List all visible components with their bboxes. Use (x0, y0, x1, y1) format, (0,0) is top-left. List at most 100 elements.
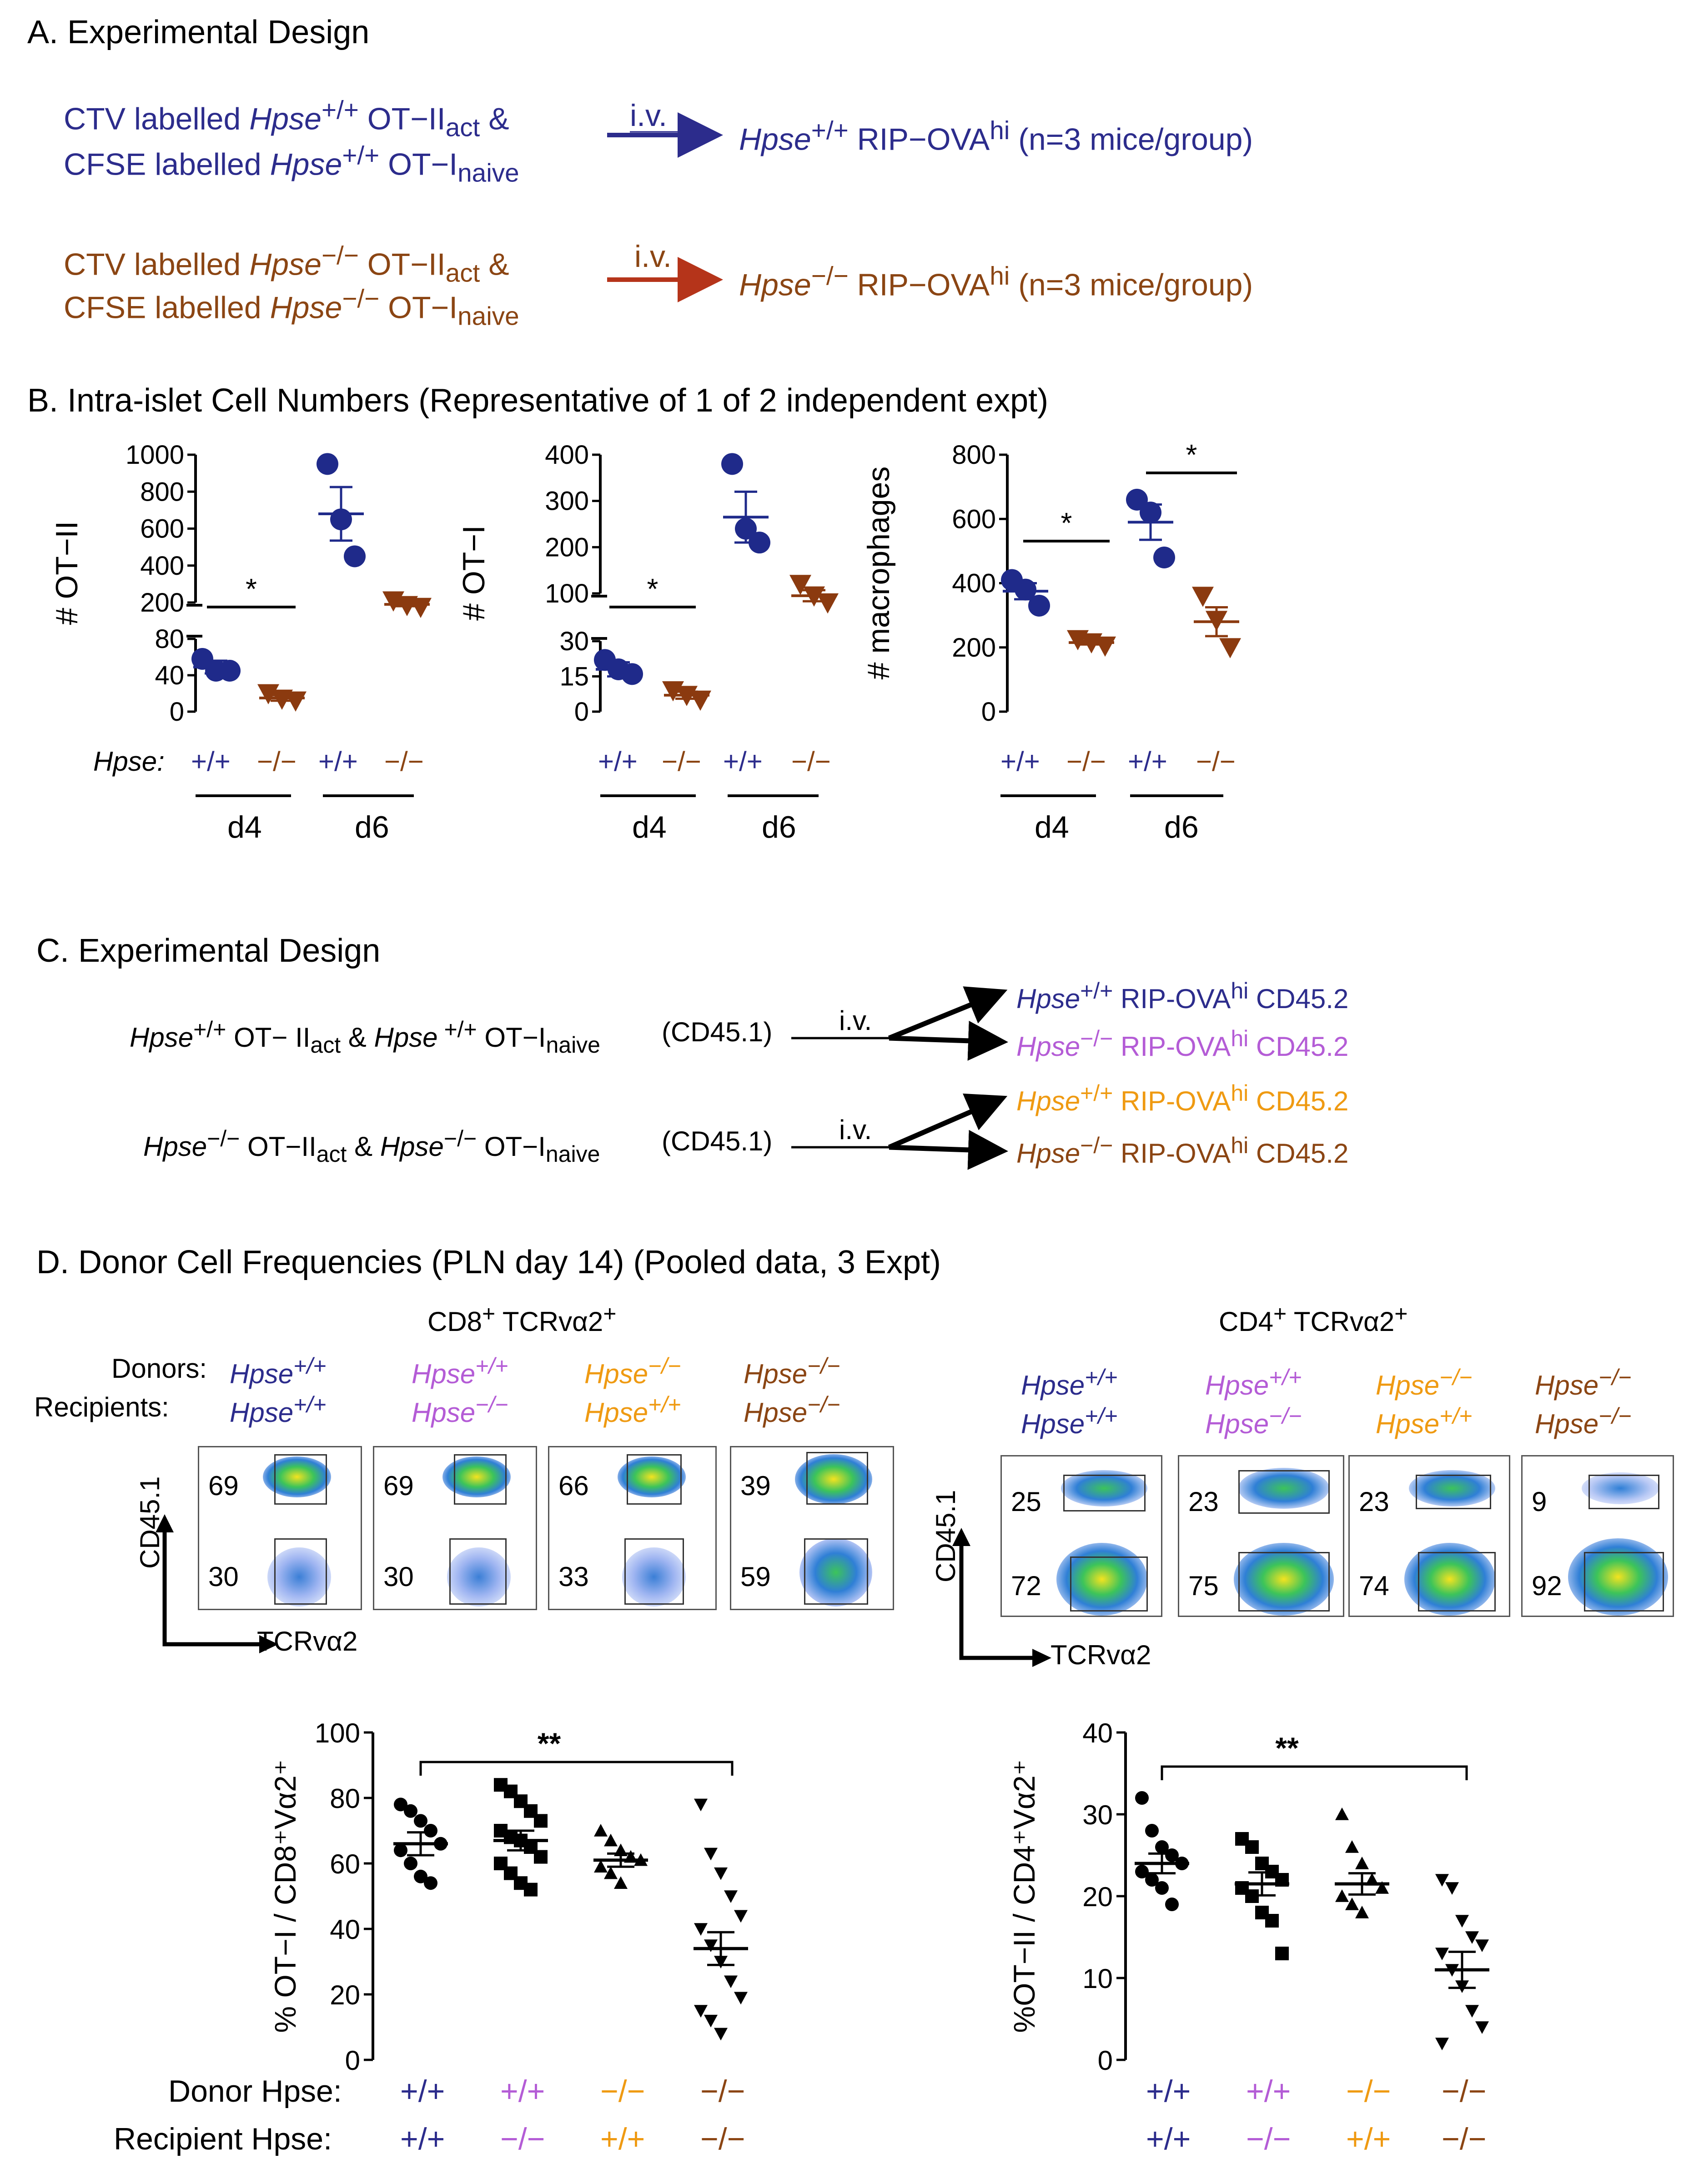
text: RIP−OVA (848, 267, 990, 302)
y-tick-label: 1000 (126, 440, 184, 470)
gate-top (1416, 1475, 1491, 1509)
data-point (1165, 1898, 1179, 1911)
data-point (1135, 1865, 1149, 1878)
gene: Hpse (130, 1022, 194, 1053)
b2-day-2: d6 (762, 810, 796, 844)
panel-c-title: C. Experimental Design (36, 933, 381, 969)
population-bottom (447, 1547, 511, 1607)
cd4-recipient-2: Hpse−/− (1205, 1403, 1302, 1440)
gate-top (806, 1452, 868, 1505)
data-point (704, 2014, 718, 2028)
text: RIP-OVA (1113, 1086, 1231, 1116)
gene: Hpse (1376, 1370, 1440, 1401)
cd8-donor-4: Hpse−/− (744, 1353, 840, 1390)
cd8-donor-3: Hpse−/− (584, 1353, 681, 1390)
d1-recipient-3: +/+ (600, 2122, 645, 2156)
y-tick-label: 200 (545, 532, 589, 562)
data-point (1135, 1791, 1149, 1805)
y-tick-label: 30 (559, 627, 589, 656)
sup: +/+ (1439, 1403, 1473, 1429)
b1-day-2: d6 (355, 810, 389, 844)
sup: +/+ (193, 1017, 226, 1042)
data-point (394, 1843, 407, 1858)
cd8-recipient-1: Hpse+/+ (230, 1391, 326, 1428)
panel-c-cd451-1: (CD45.1) (662, 1017, 773, 1047)
text: RIP-OVA (1113, 984, 1231, 1014)
text: CTV labelled (64, 247, 250, 282)
cd8-donor-1: Hpse+/+ (230, 1353, 326, 1390)
cd8-recipient-2: Hpse−/− (412, 1391, 508, 1428)
significance-star: * (1061, 507, 1072, 539)
gene: Hpse (143, 1131, 207, 1162)
text: RIP−OVA (848, 122, 990, 157)
d2-donor-4: −/− (1442, 2074, 1487, 2109)
d1-recipient-2: −/− (500, 2122, 545, 2156)
panel-d-chart-2: 0 10 20 30 40 ** %OT−II / CD4⁺Vα2⁺ (1007, 1718, 1489, 2076)
data-point (404, 1804, 417, 1818)
sub: naive (545, 1141, 600, 1167)
cd4-recipient-4: Hpse−/− (1535, 1403, 1631, 1440)
cd4-recipient-1: Hpse+/+ (1021, 1403, 1117, 1440)
significance-star: * (246, 572, 257, 605)
gene: Hpse (380, 1131, 444, 1162)
sup: +/+ (1085, 1403, 1118, 1429)
panel-a-row2-line2: CFSE labelled Hpse−/− OT−Inaive (64, 284, 519, 331)
panel-a-row1-line1: CTV labelled Hpse+/+ OT−IIact & (64, 95, 509, 142)
data-point (704, 1848, 718, 1861)
sub: naive (457, 159, 519, 188)
population-top (1061, 1470, 1147, 1506)
d2-recipient-2: −/− (1246, 2122, 1291, 2156)
flow-pct-bottom: 74 (1359, 1571, 1389, 1601)
panel-c-cd451-2: (CD45.1) (662, 1126, 773, 1156)
sup: +/+ (1269, 1365, 1302, 1390)
gene: Hpse (412, 1397, 476, 1428)
text: RIP-OVA (1113, 1031, 1231, 1062)
data-point (404, 1857, 417, 1870)
data-point (394, 1797, 407, 1812)
gate-bottom (1070, 1556, 1148, 1612)
flow-pct-bottom: 75 (1188, 1571, 1219, 1601)
significance-stars: ** (538, 1727, 561, 1760)
flow-plot-cd4-3: 23 74 (1348, 1455, 1510, 1617)
flow-plot-cd4-1: 25 72 (1000, 1455, 1162, 1617)
data-point (1475, 1939, 1489, 1952)
data-point (534, 1850, 548, 1864)
gene: Hpse (1016, 984, 1081, 1014)
text: Recipient Hpse: (114, 2122, 332, 2156)
d2-donor-1: +/+ (1146, 2074, 1191, 2109)
y-tick-label: 100 (545, 579, 589, 608)
flow-axes-cd4 (959, 1546, 1032, 1660)
data-point (1219, 638, 1241, 658)
d2-recipient-3: +/+ (1346, 2122, 1391, 2156)
significance-bracket (419, 1761, 734, 1776)
y-tick-label: 30 (1082, 1800, 1113, 1830)
flow-plot-cd4-2: 23 75 (1178, 1455, 1344, 1617)
y-tick-label: 400 (545, 440, 589, 470)
cd4-donor-1: Hpse+/+ (1021, 1364, 1117, 1401)
population-top (1582, 1472, 1659, 1504)
panel-a-row1-line2: CFSE labelled Hpse+/+ OT−Inaive (64, 141, 519, 188)
text: CD45.2 (1248, 1138, 1349, 1169)
text: OT−I (477, 1022, 546, 1053)
sup: −/− (1439, 1365, 1473, 1390)
panel-d-chart-1: 0 20 40 60 80 100 ** % OT−I / CD8⁺Vα2⁺ (268, 1718, 748, 2076)
text: CD4 (1219, 1306, 1274, 1337)
data-point (1465, 1931, 1479, 1944)
panel-a-row1-target: Hpse+/+ RIP−OVAhi (n=3 mice/group) (739, 116, 1253, 157)
sup: −/− (475, 1392, 508, 1417)
gate-top (1588, 1475, 1659, 1509)
data-point (1275, 1947, 1289, 1960)
b1-day-1: d4 (227, 810, 262, 844)
y-tick-label: 200 (140, 588, 184, 618)
data-point (1245, 1840, 1259, 1854)
gate-bottom (449, 1538, 507, 1605)
flow-pct-top: 9 (1532, 1486, 1547, 1517)
gene: Hpse (1021, 1409, 1085, 1439)
y-tick-label: 0 (981, 697, 996, 727)
population-bottom (1404, 1543, 1495, 1616)
flow-pct-bottom: 30 (208, 1561, 239, 1592)
text: CFSE labelled (64, 290, 270, 325)
b1-geno-3: +/+ (318, 746, 358, 777)
data-point (1345, 1898, 1359, 1910)
